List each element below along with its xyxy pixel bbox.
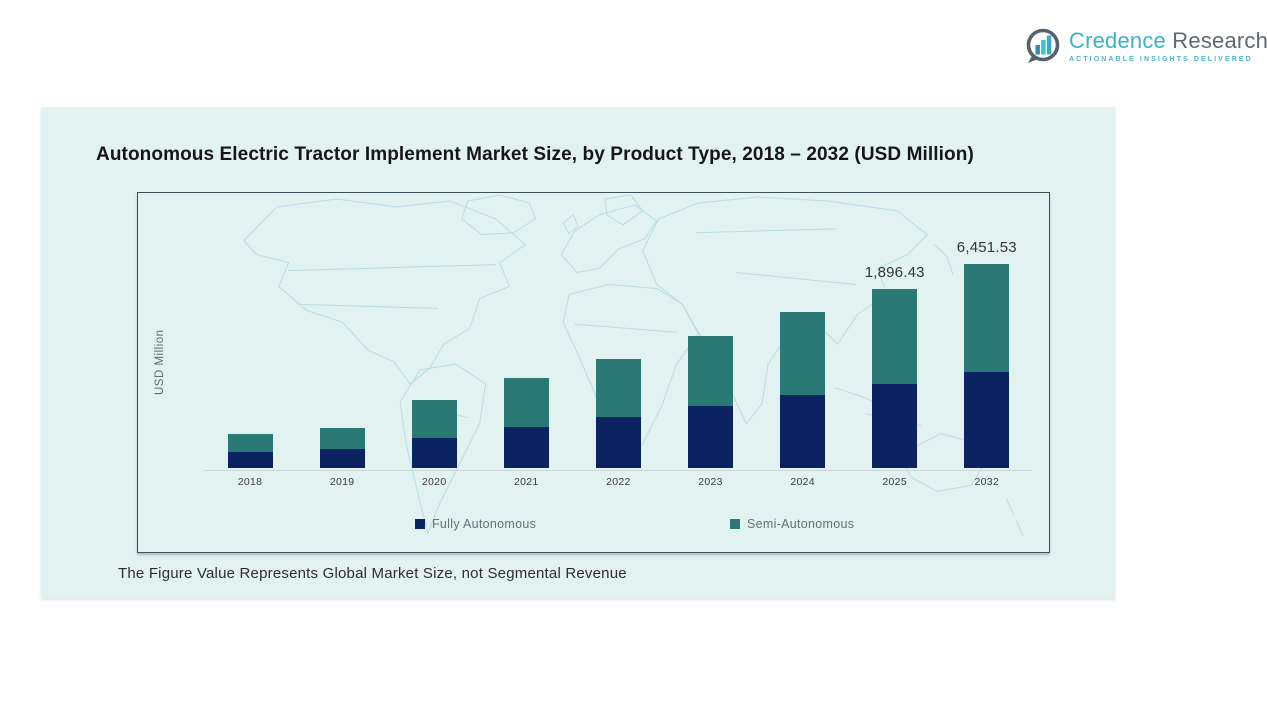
logo-text: Credence Research ACTIONABLE INSIGHTS DE… (1069, 29, 1267, 64)
bar-segment-fully-autonomous (964, 372, 1010, 468)
legend-swatch-icon (730, 519, 740, 529)
chart-footnote: The Figure Value Represents Global Marke… (118, 565, 627, 582)
bar-segment-semi-autonomous (503, 378, 549, 427)
chart-legend: Fully Autonomous Semi-Autonomous (138, 517, 1049, 533)
chart-frame: USD Million 2018 2019 2020 2021 2022 2023 2024… (137, 192, 1050, 553)
bar-segment-fully-autonomous (411, 438, 457, 468)
bar-segment-fully-autonomous (595, 417, 641, 468)
bar-2024 (780, 312, 826, 468)
x-tick-2024: 2024 (790, 476, 815, 488)
bar-2019 (319, 428, 365, 468)
x-tick-2025: 2025 (882, 476, 907, 488)
x-axis-line (204, 470, 1032, 471)
bar-segment-semi-autonomous (688, 336, 733, 406)
credence-research-logo: Credence Research ACTIONABLE INSIGHTS DE… (1023, 24, 1267, 68)
brand-name: Credence Research (1069, 29, 1267, 53)
bar-2020 (411, 400, 457, 468)
brand-name-secondary: Research (1166, 28, 1267, 53)
bar-segment-fully-autonomous (872, 384, 918, 468)
data-label-2032: 6,451.53 (956, 239, 1017, 256)
bar-segment-fully-autonomous (688, 406, 733, 468)
bar-2022 (595, 359, 641, 468)
world-map-background (243, 194, 1024, 536)
chart-panel: Autonomous Electric Tractor Implement Ma… (41, 107, 1115, 598)
bar-segment-fully-autonomous (503, 427, 549, 468)
brand-name-primary: Credence (1069, 28, 1166, 53)
bar-segment-fully-autonomous (319, 449, 365, 468)
x-tick-2019: 2019 (329, 476, 355, 488)
bar-segment-semi-autonomous (872, 289, 918, 384)
bar-segment-fully-autonomous (227, 452, 273, 468)
legend-swatch-icon (415, 519, 425, 529)
bar-segment-semi-autonomous (319, 428, 365, 449)
legend-item-semi-autonomous: Semi-Autonomous (730, 517, 854, 531)
bar-segment-semi-autonomous (964, 264, 1010, 372)
bar-segment-semi-autonomous (780, 312, 826, 395)
x-tick-2021: 2021 (514, 476, 539, 488)
bar-segment-semi-autonomous (411, 400, 457, 438)
bar-2018 (227, 434, 273, 468)
y-axis-label: USD Million (154, 329, 166, 395)
x-tick-2020: 2020 (421, 476, 447, 488)
legend-label: Semi-Autonomous (747, 517, 855, 531)
chart-title: Autonomous Electric Tractor Implement Ma… (96, 144, 974, 165)
x-tick-2018: 2018 (237, 476, 263, 488)
bar-segment-fully-autonomous (780, 395, 826, 468)
bar-segment-semi-autonomous (227, 434, 273, 452)
x-tick-2023: 2023 (698, 476, 723, 488)
bar-chart-circle-icon (1026, 28, 1060, 63)
x-tick-2032: 2032 (974, 476, 1000, 488)
bar-2021 (503, 378, 549, 468)
legend-item-fully-autonomous: Fully Autonomous (415, 517, 536, 531)
x-tick-2022: 2022 (606, 476, 631, 488)
brand-tagline: ACTIONABLE INSIGHTS DELIVERED (1069, 56, 1253, 63)
bar-segment-semi-autonomous (595, 359, 641, 417)
legend-label: Fully Autonomous (432, 517, 537, 531)
bar-2032 (964, 264, 1010, 468)
data-label-2025: 1,896.43 (864, 264, 925, 281)
bar-2023 (688, 336, 733, 468)
bar-2025 (872, 289, 918, 468)
